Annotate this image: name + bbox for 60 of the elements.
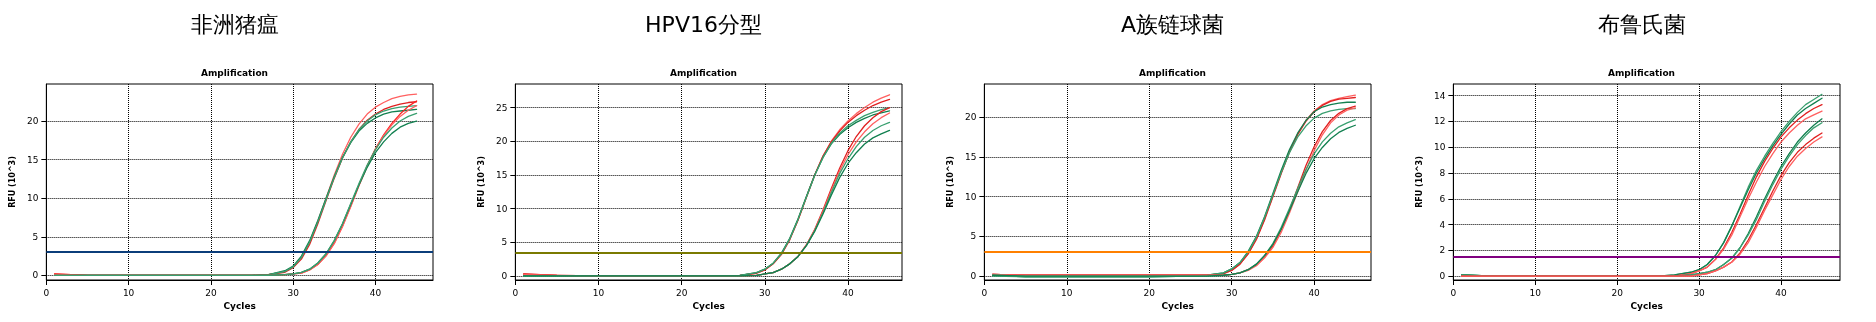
chart-subtitle: Amplification — [669, 67, 738, 78]
y-tick-label: 14 — [1433, 90, 1446, 101]
y-tick-label: 0 — [1439, 271, 1446, 282]
y-axis-title: RFU (10^3) — [945, 156, 955, 208]
y-tick-label: 0 — [501, 270, 508, 281]
y-tick-label: 5 — [32, 231, 39, 242]
x-tick-label: 20 — [205, 287, 217, 298]
y-tick-label: 0 — [970, 271, 977, 282]
x-tick-label: 40 — [1775, 287, 1788, 298]
x-tick-label: 30 — [759, 287, 771, 298]
y-tick-label: 5 — [501, 237, 508, 248]
y-tick-label: 10 — [26, 193, 39, 204]
y-axis-title: RFU (10^3) — [7, 156, 17, 208]
y-tick-label: 10 — [1433, 142, 1446, 153]
x-tick-label: 20 — [675, 287, 688, 298]
x-axis-title: Cycles — [1161, 301, 1194, 312]
y-tick-label: 15 — [495, 169, 508, 180]
x-axis-title: Cycles — [1630, 301, 1663, 312]
chart-title: HPV16分型 — [645, 11, 762, 37]
y-tick-label: 5 — [970, 231, 977, 242]
x-tick-label: 0 — [43, 287, 50, 298]
y-tick-label: 10 — [495, 203, 508, 214]
y-tick-label: 2 — [1439, 245, 1446, 256]
x-tick-label: 0 — [981, 287, 988, 298]
x-axis-title: Cycles — [223, 301, 256, 312]
x-tick-label: 0 — [1450, 287, 1457, 298]
y-tick-label: 20 — [495, 136, 508, 147]
chart-title: 布鲁氏菌 — [1597, 11, 1686, 37]
y-axis-title: RFU (10^3) — [1414, 156, 1424, 208]
y-tick-label: 20 — [964, 112, 977, 123]
x-tick-label: 40 — [369, 287, 382, 298]
chart-subtitle: Amplification — [1138, 67, 1207, 78]
y-tick-label: 12 — [1433, 116, 1446, 127]
x-tick-label: 30 — [1225, 287, 1238, 298]
x-tick-label: 10 — [1529, 287, 1542, 298]
x-tick-label: 10 — [592, 287, 605, 298]
x-tick-label: 40 — [1308, 287, 1321, 298]
chart-title: A族链球菌 — [1120, 11, 1225, 37]
y-tick-label: 0 — [32, 270, 39, 281]
y-tick-label: 15 — [964, 152, 977, 162]
x-tick-label: 40 — [842, 287, 854, 298]
x-tick-label: 20 — [1143, 287, 1156, 298]
x-tick-label: 30 — [1693, 287, 1706, 298]
y-tick-label: 4 — [1439, 219, 1446, 230]
x-axis-title: Cycles — [692, 301, 725, 312]
chart-title: 非洲猪瘟 — [190, 11, 279, 37]
chart-subtitle: Amplification — [200, 67, 269, 78]
chart-subtitle: Amplification — [1607, 67, 1676, 78]
y-tick-label: 20 — [26, 116, 39, 127]
x-tick-label: 20 — [1611, 287, 1624, 298]
y-tick-label: 8 — [1439, 167, 1446, 178]
x-tick-label: 0 — [512, 287, 519, 298]
y-tick-label: 10 — [964, 191, 977, 202]
x-tick-label: 30 — [287, 287, 300, 298]
y-tick-label: 25 — [495, 102, 508, 113]
y-tick-label: 15 — [26, 154, 39, 165]
y-axis-title: RFU (10^3) — [476, 156, 486, 208]
x-tick-label: 10 — [122, 287, 135, 298]
y-tick-label: 6 — [1439, 193, 1446, 204]
x-tick-label: 10 — [1061, 287, 1073, 298]
